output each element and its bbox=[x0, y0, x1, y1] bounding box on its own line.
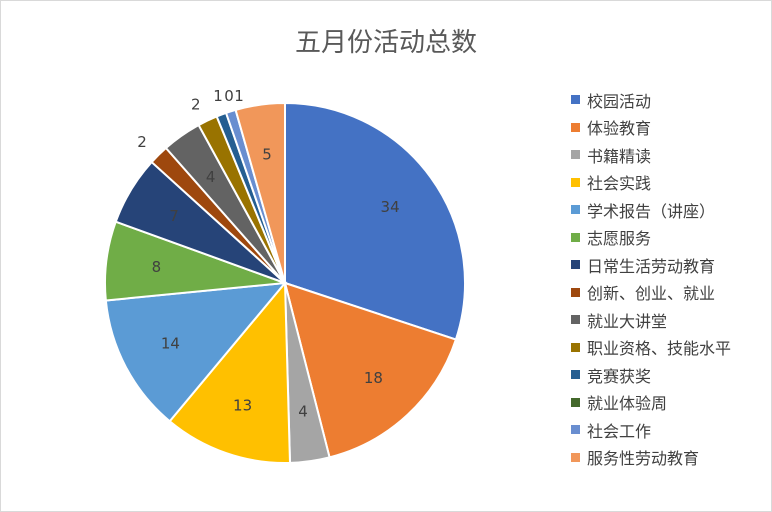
legend-item: 志愿服务 bbox=[571, 224, 731, 252]
data-label: 1 bbox=[234, 87, 244, 105]
legend-item: 就业大讲堂 bbox=[571, 306, 731, 334]
legend-swatch bbox=[571, 452, 580, 462]
legend-swatch bbox=[571, 315, 580, 325]
legend-item: 竞赛获奖 bbox=[571, 361, 731, 389]
legend-swatch bbox=[571, 177, 580, 187]
legend-label: 创新、创业、就业 bbox=[587, 284, 716, 304]
legend-item: 服务性劳动教育 bbox=[571, 444, 731, 472]
legend-item: 社会实践 bbox=[571, 169, 731, 197]
legend-item: 体验教育 bbox=[571, 114, 731, 142]
legend-swatch bbox=[571, 232, 580, 242]
data-label: 2 bbox=[137, 133, 147, 151]
legend-label: 社会工作 bbox=[587, 421, 652, 441]
pie-slice[interactable] bbox=[284, 101, 466, 341]
legend-label: 体验教育 bbox=[587, 119, 652, 139]
legend-swatch bbox=[571, 342, 580, 352]
legend-label: 服务性劳动教育 bbox=[587, 449, 700, 469]
data-label: 18 bbox=[364, 369, 383, 387]
legend-label: 学术报告（讲座） bbox=[587, 201, 716, 221]
pie-slice[interactable] bbox=[234, 101, 286, 284]
legend-swatch bbox=[571, 370, 580, 380]
legend-label: 志愿服务 bbox=[587, 229, 652, 249]
legend-swatch bbox=[571, 95, 580, 105]
legend-swatch bbox=[571, 205, 580, 215]
legend-label: 就业大讲堂 bbox=[587, 311, 668, 331]
data-label: 2 bbox=[191, 95, 201, 113]
legend-item: 日常生活劳动教育 bbox=[571, 251, 731, 279]
legend-swatch bbox=[571, 150, 580, 160]
data-label: 7 bbox=[169, 207, 179, 225]
data-label: 14 bbox=[161, 335, 180, 353]
legend-item: 就业体验周 bbox=[571, 389, 731, 417]
legend-label: 校园活动 bbox=[587, 91, 652, 111]
legend-label: 书籍精读 bbox=[587, 146, 652, 166]
pie-slice[interactable] bbox=[283, 281, 458, 459]
data-label: 0 bbox=[224, 87, 234, 105]
data-label: 13 bbox=[233, 397, 252, 415]
data-label: 8 bbox=[152, 258, 162, 276]
legend-swatch bbox=[571, 425, 580, 435]
data-label: 34 bbox=[381, 198, 400, 216]
legend-label: 职业资格、技能水平 bbox=[587, 339, 732, 359]
legend-label: 社会实践 bbox=[587, 174, 652, 194]
legend-swatch bbox=[571, 287, 580, 297]
legend-swatch bbox=[571, 397, 580, 407]
legend-item: 校园活动 bbox=[571, 86, 731, 114]
pie-slice[interactable] bbox=[168, 280, 292, 464]
legend-item: 社会工作 bbox=[571, 416, 731, 444]
pie-slice[interactable] bbox=[104, 281, 288, 423]
legend-label: 日常生活劳动教育 bbox=[587, 256, 716, 276]
legend-item: 职业资格、技能水平 bbox=[571, 334, 731, 362]
data-label: 1 bbox=[213, 87, 223, 105]
chart-title: 五月份活动总数 bbox=[294, 28, 477, 58]
legend-label: 就业体验周 bbox=[587, 394, 668, 414]
legend-label: 竞赛获奖 bbox=[587, 366, 652, 386]
data-label: 4 bbox=[298, 402, 308, 420]
legend-item: 学术报告（讲座） bbox=[571, 196, 731, 224]
data-label: 5 bbox=[262, 146, 272, 164]
legend-item: 创新、创业、就业 bbox=[571, 279, 731, 307]
legend-item: 书籍精读 bbox=[571, 141, 731, 169]
legend-swatch bbox=[571, 260, 580, 270]
legend-swatch bbox=[571, 122, 580, 132]
legend: 校园活动体验教育书籍精读社会实践学术报告（讲座） 志愿服务日常生活劳动教育 创新、创… bbox=[571, 86, 731, 471]
data-label: 4 bbox=[206, 168, 216, 186]
